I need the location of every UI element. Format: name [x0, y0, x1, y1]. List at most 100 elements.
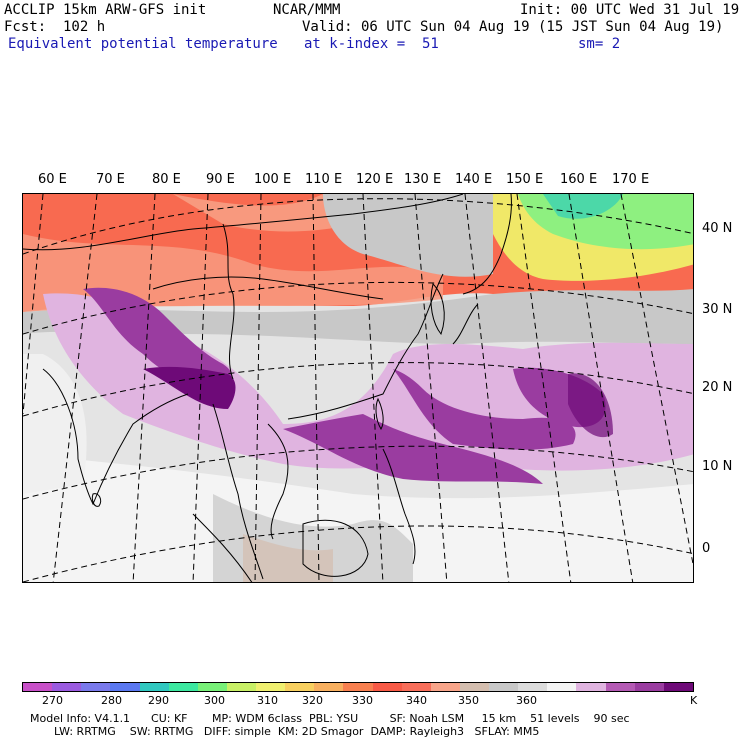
- latitude-label: 30 N: [702, 302, 733, 317]
- convection-scs: [283, 414, 543, 484]
- meridian-line: [568, 194, 634, 582]
- longitude-label: 160 E: [560, 172, 598, 187]
- colorbar-swatch: [430, 683, 460, 691]
- colorbar-tick-label: 350: [458, 694, 479, 707]
- colorbar-swatch: [110, 683, 140, 691]
- colorbar-swatch: [285, 683, 315, 691]
- colorbar-tick-label: 340: [406, 694, 427, 707]
- parallel-line: [23, 281, 693, 335]
- header-line1-left: ACCLIP 15km ARW-GFS init: [4, 2, 207, 18]
- meridian-line: [620, 194, 693, 567]
- meridian-line: [132, 194, 156, 582]
- longitude-label: 80 E: [152, 172, 181, 187]
- borneo: [302, 519, 369, 577]
- pale-ocean-south: [23, 454, 693, 582]
- colorbar-swatch: [401, 683, 431, 691]
- colorbar-tick-label: 330: [352, 694, 373, 707]
- longitude-label: 140 E: [455, 172, 493, 187]
- header-line1-right: Init: 00 UTC Wed 31 Jul 19: [520, 2, 740, 18]
- parallel-line: [23, 198, 693, 255]
- cool-northeast-teal: [543, 194, 623, 219]
- colorbar-tick-label: 310: [257, 694, 278, 707]
- tibet-gray: [173, 194, 353, 232]
- latitude-label: 0: [702, 541, 711, 556]
- footer-line1: Model Info: V4.1.1 CU: KF MP: WDM 6class…: [30, 712, 630, 725]
- colorbar-swatch: [139, 683, 169, 691]
- colorbar-swatch: [518, 683, 548, 691]
- colorbar-tick-label: 320: [302, 694, 323, 707]
- colorbar-swatch: [23, 683, 53, 691]
- header-line1-center: NCAR/MMM: [273, 2, 341, 18]
- parallel-line: [23, 525, 693, 582]
- map-panel: [22, 193, 694, 583]
- longitude-label: 130 E: [404, 172, 442, 187]
- colorbar-swatch: [459, 683, 489, 691]
- graticule: [23, 194, 693, 582]
- colorbar-swatch: [52, 683, 82, 691]
- colorbar-unit: K: [690, 694, 698, 707]
- colorbar-swatch: [372, 683, 402, 691]
- longitude-label: 150 E: [506, 172, 544, 187]
- longitude-label: 70 E: [96, 172, 125, 187]
- longitude-label: 170 E: [612, 172, 650, 187]
- header-line2-right: Valid: 06 UTC Sun 04 Aug 19 (15 JST Sun …: [302, 19, 724, 35]
- sri-lanka: [91, 493, 102, 507]
- meridian-line: [516, 194, 572, 582]
- indochina-coast: [212, 403, 264, 580]
- colorbar-swatch: [168, 683, 198, 691]
- longitude-label: 100 E: [254, 172, 292, 187]
- convection-bay: [143, 366, 236, 409]
- meridian-line: [464, 194, 510, 582]
- parallel-line: [23, 445, 693, 500]
- korea: [430, 283, 445, 336]
- field-title: Equivalent potential temperature: [8, 36, 278, 52]
- warm-band-light: [23, 234, 443, 312]
- header-line2-left: Fcst: 102 h: [4, 19, 106, 35]
- parallel-line: [23, 362, 693, 417]
- footer-line2: LW: RRTMG SW: RRTMG DIFF: simple KM: 2D …: [54, 725, 540, 738]
- colorbar-swatch: [489, 683, 519, 691]
- level-label: at k-index = 51: [304, 36, 439, 52]
- vietnam-coast: [267, 423, 289, 540]
- longitude-label: 60 E: [38, 172, 67, 187]
- taiwan: [375, 397, 384, 430]
- meridian-line: [362, 194, 384, 582]
- colorbar-swatch: [663, 683, 693, 691]
- colorbar-swatch: [314, 683, 344, 691]
- colorbar-swatch: [197, 683, 227, 691]
- colorbar-swatch: [605, 683, 635, 691]
- colorbar-swatch: [634, 683, 664, 691]
- smoothing-label: sm= 2: [578, 36, 621, 52]
- convection-india: [83, 287, 233, 394]
- latitude-label: 20 N: [702, 380, 733, 395]
- meridian-line: [312, 194, 320, 582]
- convection-pacific-east: [568, 373, 613, 438]
- meridian-line: [23, 194, 44, 415]
- colorbar-swatch: [576, 683, 606, 691]
- colorbar-swatch: [81, 683, 111, 691]
- india-coast: [42, 368, 189, 506]
- colorbar-tick-label: 290: [148, 694, 169, 707]
- colorbar-swatch: [256, 683, 286, 691]
- latitude-label: 10 N: [702, 459, 733, 474]
- latitude-label: 40 N: [702, 221, 733, 236]
- mongolia-gray: [323, 194, 493, 277]
- longitude-label: 120 E: [356, 172, 394, 187]
- colorbar-tick-label: 270: [42, 694, 63, 707]
- sumatra: [192, 513, 253, 582]
- philippines: [382, 448, 416, 565]
- meridian-line: [414, 194, 448, 582]
- colorbar-tick-label: 360: [516, 694, 537, 707]
- colorbar-tick-label: 300: [204, 694, 225, 707]
- longitude-label: 90 E: [206, 172, 235, 187]
- convection-philippine-sea: [393, 369, 576, 450]
- pale-ocean-west: [23, 354, 87, 494]
- coastlines: [23, 194, 512, 582]
- colorbar-swatch: [547, 683, 577, 691]
- map-canvas: [23, 194, 693, 582]
- colorbar-swatch: [343, 683, 373, 691]
- gray-band: [23, 289, 693, 344]
- colorbar: [22, 682, 694, 692]
- meridian-line: [192, 194, 209, 582]
- longitude-label: 110 E: [305, 172, 343, 187]
